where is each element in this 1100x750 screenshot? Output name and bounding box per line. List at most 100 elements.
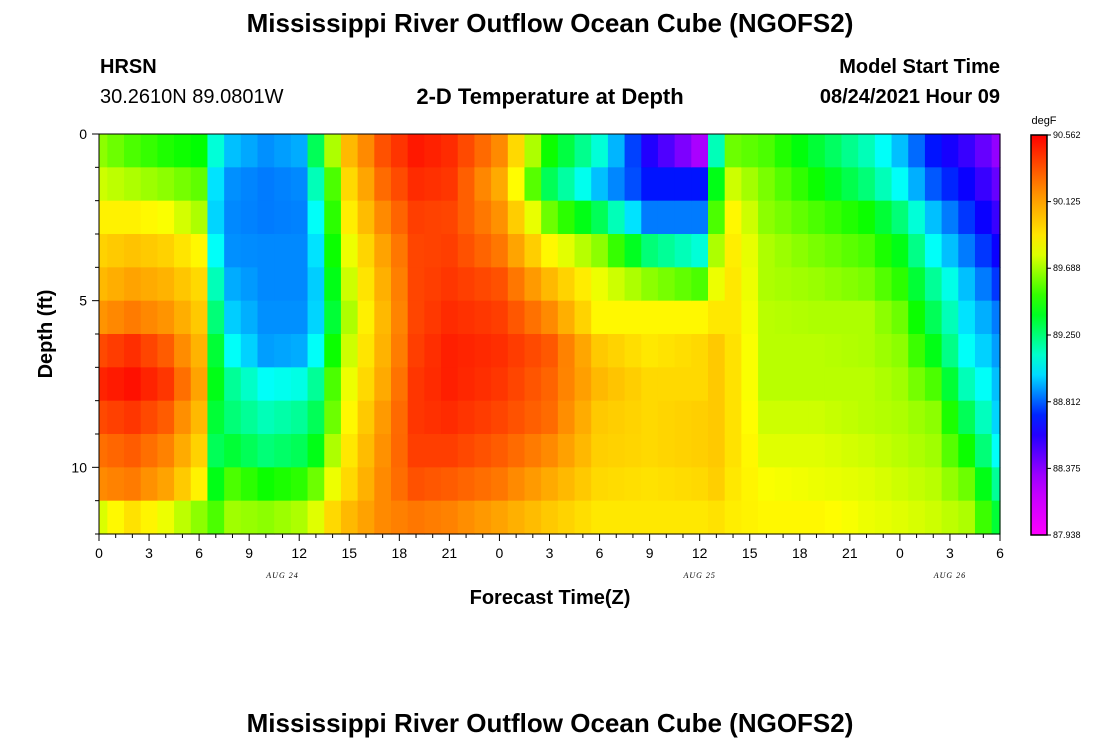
heatmap-cell [474,367,492,402]
x-tick-label: 9 [245,545,253,561]
heatmap-cell [924,400,943,435]
heatmap-cell [791,400,809,435]
heatmap-cell [491,300,509,335]
heatmap-cell [691,434,709,468]
heatmap-cell [557,267,576,302]
heatmap-cell [741,434,759,468]
heatmap-cell [324,200,342,235]
heatmap-cell [274,167,292,202]
heatmap-cell [808,200,826,235]
heatmap-cell [891,134,909,168]
heatmap-cell [124,267,142,302]
heatmap-cell [991,200,1001,235]
heatmap-cell [190,134,209,168]
heatmap-cell [758,434,776,468]
heatmap-cell [591,367,609,402]
heatmap-cell [541,434,559,468]
heatmap-cell [457,200,476,235]
heatmap-cell [824,467,843,502]
heatmap-cell [290,500,309,535]
heatmap-cell [457,300,476,335]
heatmap-cell [157,300,175,335]
heatmap-cell [390,400,409,435]
heatmap-cell [324,500,342,535]
heatmap-cell [99,500,108,535]
heatmap-cell [758,467,776,502]
heatmap-cell [290,367,309,402]
heatmap-cell [674,267,692,302]
heatmap-cell [808,467,826,502]
heatmap-cell [791,500,809,535]
heatmap-cell [691,234,709,268]
heatmap-cell [424,234,442,268]
heatmap-cell [791,334,809,368]
heatmap-cell [941,200,959,235]
heatmap-cell [524,367,542,402]
x-date-label: AUG 25 [682,571,715,580]
heatmap-cell [674,234,692,268]
heatmap-cell [741,200,759,235]
heatmap-cell [140,267,158,302]
heatmap-cell [307,400,325,435]
y-tick-label: 10 [71,459,87,475]
heatmap-cell [340,267,359,302]
heatmap-cell [240,167,259,202]
heatmap-cell [758,167,776,202]
heatmap-cell [858,134,876,168]
heatmap-cell [808,400,826,435]
heatmap-cell [99,334,108,368]
heatmap-cell [357,267,375,302]
x-date-label: AUG 26 [933,571,966,580]
heatmap-cell [407,234,425,268]
heatmap-cell [657,334,676,368]
heatmap-cell [140,434,158,468]
heatmap-cell [407,167,425,202]
heatmap-cell [624,234,642,268]
heatmap-cell [557,434,576,468]
heatmap-cell [407,267,425,302]
x-tick-label: 6 [996,545,1004,561]
heatmap-cell [974,267,993,302]
heatmap-cell [357,467,375,502]
heatmap-cell [140,500,158,535]
heatmap-cell [791,267,809,302]
heatmap-cell [708,200,726,235]
heatmap-cell [924,300,943,335]
heatmap-cell [891,434,909,468]
heatmap-cell [290,200,309,235]
heatmap-cell [274,134,292,168]
heatmap-cell [207,134,225,168]
heatmap-cell [974,500,993,535]
heatmap-cell [207,367,225,402]
heatmap-cell [524,134,542,168]
model-start-value: 08/24/2021 Hour 09 [819,86,1000,108]
heatmap-cell [407,134,425,168]
heatmap-cell [691,267,709,302]
heatmap-cell [257,434,275,468]
heatmap-cell [474,500,492,535]
heatmap-cell [541,500,559,535]
heatmap-cell [741,167,759,202]
heatmap-cell [674,200,692,235]
heatmap-cell [240,434,259,468]
heatmap-cell [674,367,692,402]
heatmap-cell [207,500,225,535]
heatmap-cell [557,134,576,168]
heatmap-cell [174,434,192,468]
heatmap-cell [107,367,125,402]
heatmap-cell [99,167,108,202]
heatmap-cell [207,400,225,435]
heatmap-cell [307,134,325,168]
heatmap-cell [441,167,459,202]
heatmap-cell [791,167,809,202]
heatmap-cell [724,134,742,168]
heatmap-cell [441,267,459,302]
heatmap-cell [524,334,542,368]
heatmap-cell [557,234,576,268]
heatmap-cell [674,467,692,502]
heatmap-cell [908,167,926,202]
heatmap-cell [124,467,142,502]
heatmap-cell [457,334,476,368]
heatmap-cell [507,134,526,168]
heatmap-cell [541,234,559,268]
